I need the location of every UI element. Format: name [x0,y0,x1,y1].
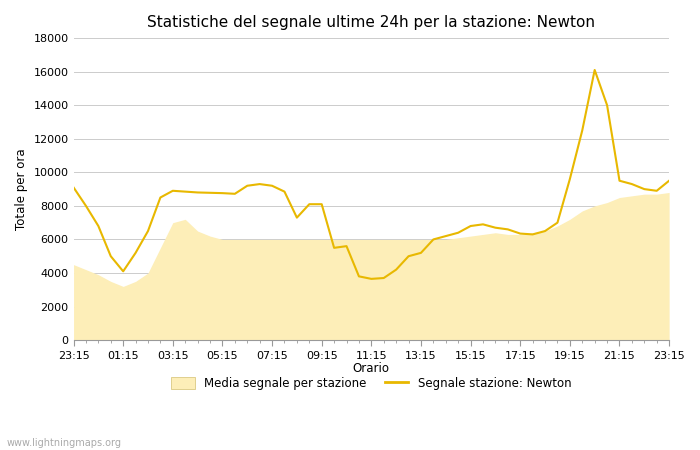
Segnale stazione: Newton: (19.5, 7e+03): Newton: (19.5, 7e+03) [553,220,561,225]
Legend: Media segnale per stazione, Segnale stazione: Newton: Media segnale per stazione, Segnale staz… [167,372,576,395]
Segnale stazione: Newton: (14.5, 6e+03): Newton: (14.5, 6e+03) [429,237,438,242]
Line: Segnale stazione: Newton: Segnale stazione: Newton [74,70,669,279]
Segnale stazione: Newton: (19, 6.5e+03): Newton: (19, 6.5e+03) [541,228,550,234]
Segnale stazione: Newton: (22.5, 9.3e+03): Newton: (22.5, 9.3e+03) [628,181,636,187]
Segnale stazione: Newton: (10, 8.1e+03): Newton: (10, 8.1e+03) [318,202,326,207]
Segnale stazione: Newton: (12.5, 3.7e+03): Newton: (12.5, 3.7e+03) [379,275,388,281]
Segnale stazione: Newton: (8.5, 8.85e+03): Newton: (8.5, 8.85e+03) [280,189,288,194]
Title: Statistiche del segnale ultime 24h per la stazione: Newton: Statistiche del segnale ultime 24h per l… [147,15,595,30]
Segnale stazione: Newton: (8, 9.2e+03): Newton: (8, 9.2e+03) [268,183,277,189]
Segnale stazione: Newton: (20.5, 1.25e+04): Newton: (20.5, 1.25e+04) [578,128,587,133]
Y-axis label: Totale per ora: Totale per ora [15,148,28,230]
Segnale stazione: Newton: (18, 6.35e+03): Newton: (18, 6.35e+03) [516,231,524,236]
Segnale stazione: Newton: (0.5, 8e+03): Newton: (0.5, 8e+03) [82,203,90,209]
Segnale stazione: Newton: (23.5, 8.9e+03): Newton: (23.5, 8.9e+03) [652,188,661,194]
Segnale stazione: Newton: (11.5, 3.8e+03): Newton: (11.5, 3.8e+03) [355,274,363,279]
Segnale stazione: Newton: (9, 7.3e+03): Newton: (9, 7.3e+03) [293,215,301,220]
Segnale stazione: Newton: (10.5, 5.5e+03): Newton: (10.5, 5.5e+03) [330,245,338,251]
Segnale stazione: Newton: (24, 9.5e+03): Newton: (24, 9.5e+03) [665,178,673,184]
Segnale stazione: Newton: (7, 9.2e+03): Newton: (7, 9.2e+03) [243,183,251,189]
Segnale stazione: Newton: (2.5, 5.2e+03): Newton: (2.5, 5.2e+03) [132,250,140,256]
Segnale stazione: Newton: (15.5, 6.4e+03): Newton: (15.5, 6.4e+03) [454,230,463,235]
Segnale stazione: Newton: (13.5, 5e+03): Newton: (13.5, 5e+03) [405,253,413,259]
Segnale stazione: Newton: (21, 1.61e+04): Newton: (21, 1.61e+04) [591,68,599,73]
Segnale stazione: Newton: (2, 4.1e+03): Newton: (2, 4.1e+03) [119,269,127,274]
Segnale stazione: Newton: (1.5, 5e+03): Newton: (1.5, 5e+03) [106,253,115,259]
Segnale stazione: Newton: (12, 3.65e+03): Newton: (12, 3.65e+03) [367,276,375,282]
Segnale stazione: Newton: (21.5, 1.4e+04): Newton: (21.5, 1.4e+04) [603,103,611,108]
Segnale stazione: Newton: (3.5, 8.5e+03): Newton: (3.5, 8.5e+03) [156,195,164,200]
Segnale stazione: Newton: (16, 6.8e+03): Newton: (16, 6.8e+03) [466,223,475,229]
Segnale stazione: Newton: (6.5, 8.72e+03): Newton: (6.5, 8.72e+03) [230,191,239,197]
Segnale stazione: Newton: (4.5, 8.85e+03): Newton: (4.5, 8.85e+03) [181,189,190,194]
Segnale stazione: Newton: (9.5, 8.1e+03): Newton: (9.5, 8.1e+03) [305,202,314,207]
Segnale stazione: Newton: (5.5, 8.78e+03): Newton: (5.5, 8.78e+03) [206,190,214,195]
Segnale stazione: Newton: (20, 9.6e+03): Newton: (20, 9.6e+03) [566,176,574,182]
X-axis label: Orario: Orario [353,362,390,375]
Segnale stazione: Newton: (11, 5.6e+03): Newton: (11, 5.6e+03) [342,243,351,249]
Segnale stazione: Newton: (23, 9e+03): Newton: (23, 9e+03) [640,186,648,192]
Segnale stazione: Newton: (17, 6.7e+03): Newton: (17, 6.7e+03) [491,225,500,230]
Segnale stazione: Newton: (5, 8.8e+03): Newton: (5, 8.8e+03) [193,190,202,195]
Segnale stazione: Newton: (0, 9.1e+03): Newton: (0, 9.1e+03) [69,185,78,190]
Segnale stazione: Newton: (13, 4.2e+03): Newton: (13, 4.2e+03) [392,267,400,272]
Segnale stazione: Newton: (18.5, 6.3e+03): Newton: (18.5, 6.3e+03) [528,232,537,237]
Segnale stazione: Newton: (3, 6.5e+03): Newton: (3, 6.5e+03) [144,228,152,234]
Segnale stazione: Newton: (15, 6.2e+03): Newton: (15, 6.2e+03) [442,234,450,239]
Segnale stazione: Newton: (1, 6.8e+03): Newton: (1, 6.8e+03) [94,223,103,229]
Segnale stazione: Newton: (16.5, 6.9e+03): Newton: (16.5, 6.9e+03) [479,222,487,227]
Segnale stazione: Newton: (22, 9.5e+03): Newton: (22, 9.5e+03) [615,178,624,184]
Segnale stazione: Newton: (4, 8.9e+03): Newton: (4, 8.9e+03) [169,188,177,194]
Segnale stazione: Newton: (7.5, 9.3e+03): Newton: (7.5, 9.3e+03) [256,181,264,187]
Segnale stazione: Newton: (17.5, 6.6e+03): Newton: (17.5, 6.6e+03) [503,227,512,232]
Segnale stazione: Newton: (6, 8.76e+03): Newton: (6, 8.76e+03) [218,190,227,196]
Text: www.lightningmaps.org: www.lightningmaps.org [7,438,122,448]
Segnale stazione: Newton: (14, 5.2e+03): Newton: (14, 5.2e+03) [416,250,425,256]
